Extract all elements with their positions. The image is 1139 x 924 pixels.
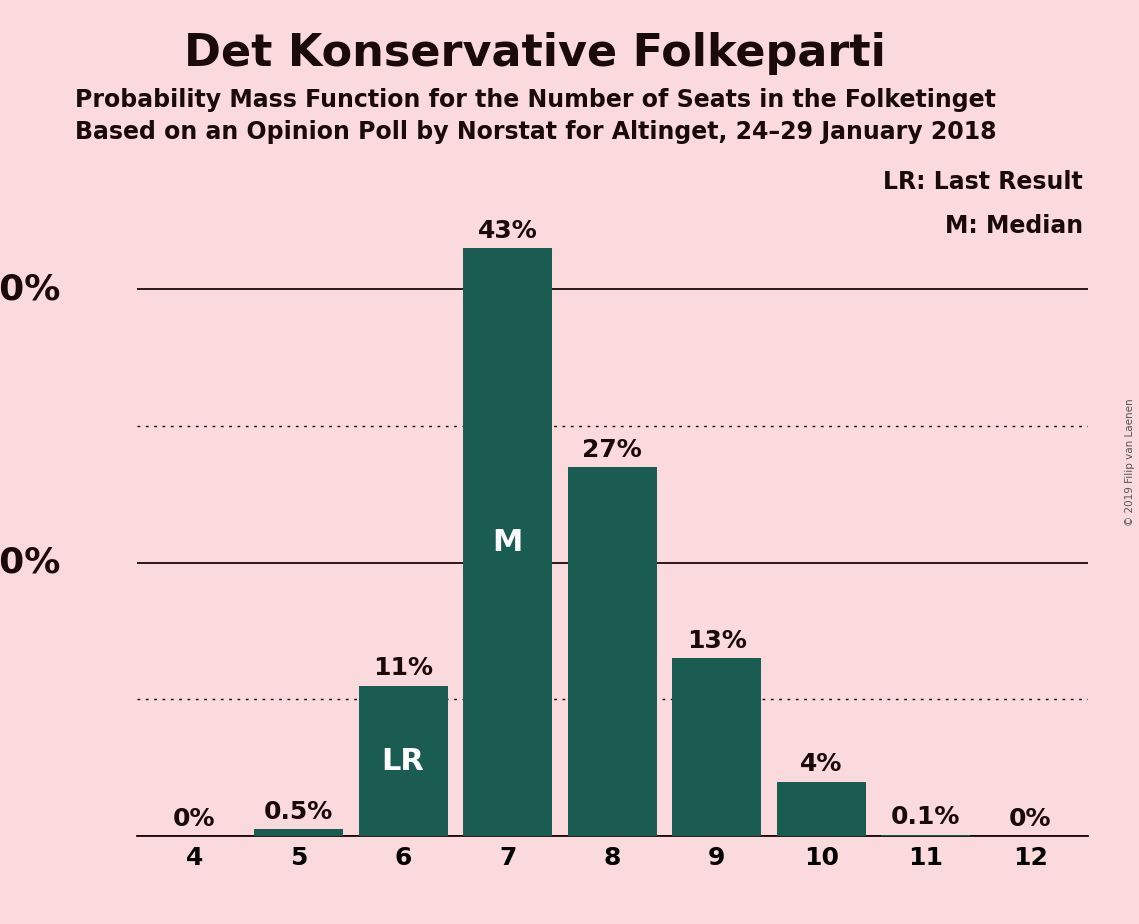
Text: 27%: 27%: [582, 438, 642, 461]
Bar: [568, 467, 656, 836]
Bar: [464, 249, 552, 836]
Text: LR: LR: [382, 747, 425, 775]
Bar: [359, 686, 448, 836]
Text: LR: Last Result: LR: Last Result: [883, 170, 1083, 193]
Text: Based on an Opinion Poll by Norstat for Altinget, 24–29 January 2018: Based on an Opinion Poll by Norstat for …: [74, 120, 997, 144]
Text: 0.5%: 0.5%: [264, 800, 334, 824]
Text: 11%: 11%: [374, 656, 433, 680]
Text: 0%: 0%: [1009, 807, 1051, 831]
Bar: [777, 782, 866, 836]
Text: 13%: 13%: [687, 629, 747, 653]
Text: 20%: 20%: [0, 546, 60, 579]
Bar: [882, 835, 970, 836]
Text: © 2019 Filip van Laenen: © 2019 Filip van Laenen: [1125, 398, 1134, 526]
Text: 0.1%: 0.1%: [891, 806, 960, 830]
Text: M: M: [492, 528, 523, 556]
Text: M: Median: M: Median: [945, 214, 1083, 238]
Text: 43%: 43%: [478, 219, 538, 243]
Text: 0%: 0%: [173, 807, 215, 831]
Text: Probability Mass Function for the Number of Seats in the Folketinget: Probability Mass Function for the Number…: [75, 88, 995, 112]
Text: 40%: 40%: [0, 273, 60, 306]
Bar: [254, 830, 343, 836]
Text: Det Konservative Folkeparti: Det Konservative Folkeparti: [185, 32, 886, 76]
Text: 4%: 4%: [800, 752, 843, 776]
Bar: [672, 659, 761, 836]
